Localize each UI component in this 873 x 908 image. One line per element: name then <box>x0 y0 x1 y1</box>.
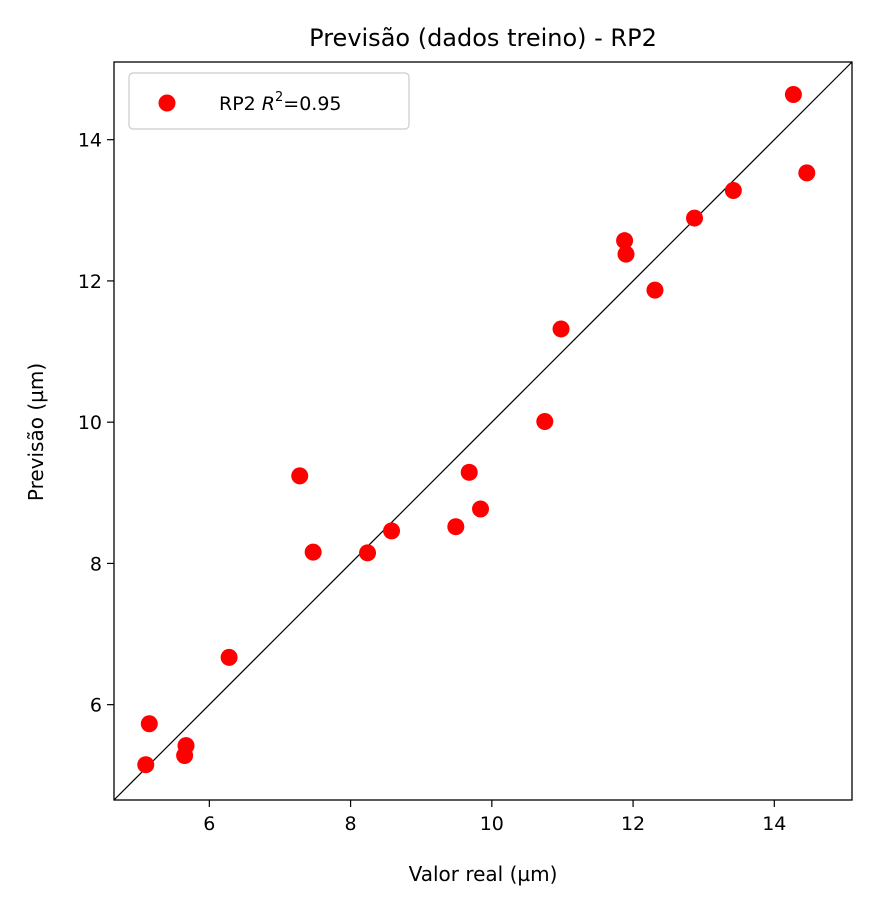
data-point <box>617 245 635 263</box>
y-tick-label: 12 <box>78 271 102 293</box>
x-tick-label: 8 <box>345 813 357 835</box>
data-point <box>616 232 634 250</box>
legend-superscript: 2 <box>275 90 283 105</box>
y-tick-label: 10 <box>78 412 102 434</box>
data-point <box>784 85 802 103</box>
data-point <box>304 543 322 561</box>
chart-title: Previsão (dados treino) - RP2 <box>309 24 657 52</box>
legend-marker <box>158 94 176 112</box>
x-axis: 6 8 10 12 14 <box>203 800 786 835</box>
legend: RP2 R2=0.95 <box>128 72 410 130</box>
x-tick-label: 14 <box>762 813 786 835</box>
data-point <box>798 164 816 182</box>
data-point <box>291 467 309 485</box>
x-tick-label: 10 <box>480 813 504 835</box>
data-point <box>220 648 238 666</box>
x-tick-label: 12 <box>621 813 645 835</box>
data-point <box>472 500 490 518</box>
x-tick-label: 6 <box>203 813 215 835</box>
y-tick-label: 14 <box>78 130 102 152</box>
identity-reference-line <box>113 61 853 801</box>
data-point <box>646 281 664 299</box>
x-axis-label: Valor real (µm) <box>409 862 558 886</box>
y-axis-label: Previsão (µm) <box>24 363 48 501</box>
legend-prefix: RP2 <box>219 93 262 115</box>
data-point <box>359 544 377 562</box>
legend-box <box>128 72 410 130</box>
data-point <box>137 756 155 774</box>
legend-suffix: =0.95 <box>283 93 341 115</box>
plot-area <box>113 61 853 801</box>
data-point <box>177 737 195 755</box>
data-point <box>724 182 742 200</box>
legend-label: RP2 R2=0.95 <box>219 90 342 115</box>
data-point <box>460 463 478 481</box>
y-axis: 6 8 10 12 14 <box>78 130 114 717</box>
data-points <box>137 85 816 774</box>
data-point <box>536 412 554 430</box>
data-point <box>140 715 158 733</box>
y-tick-label: 8 <box>90 553 102 575</box>
y-tick-label: 6 <box>90 695 102 717</box>
data-point <box>552 320 570 338</box>
plot-frame <box>113 61 853 801</box>
data-point <box>447 518 465 536</box>
legend-variable: R <box>262 93 275 115</box>
data-point <box>686 209 704 227</box>
data-point <box>383 522 401 540</box>
